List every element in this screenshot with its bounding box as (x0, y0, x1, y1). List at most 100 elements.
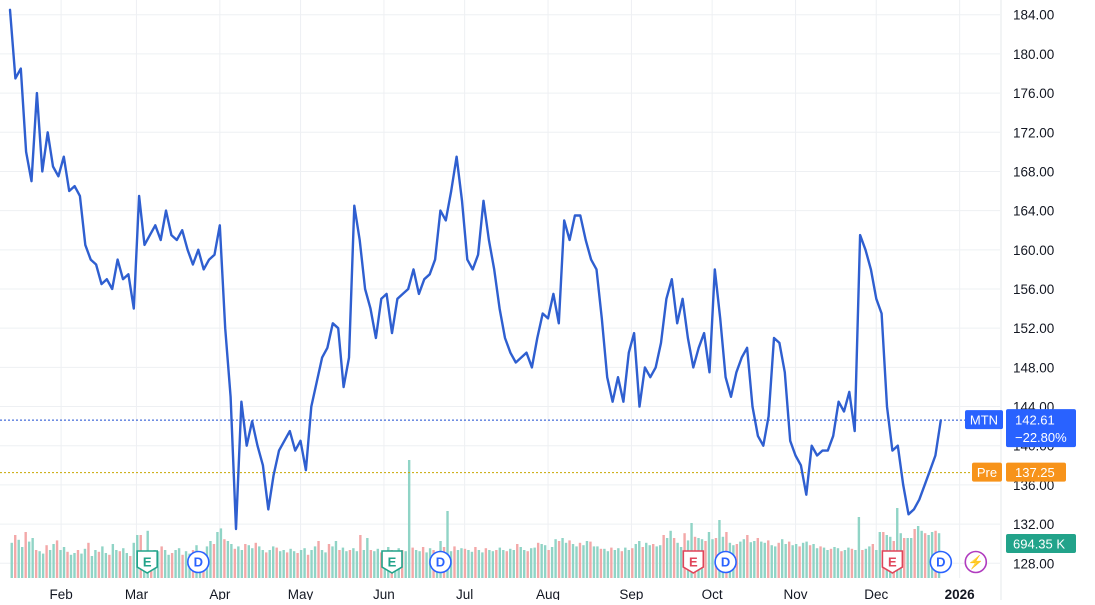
volume-bar (679, 547, 683, 578)
x-tick-label: Jun (373, 587, 395, 600)
event-marker-dividend[interactable]: D (714, 550, 737, 574)
volume-bar (641, 547, 644, 578)
volume-bar (812, 544, 815, 578)
volume-bar (101, 546, 104, 578)
volume-bar (470, 551, 474, 578)
volume-bar (749, 542, 753, 578)
volume-bar (111, 544, 115, 578)
volume-bar (251, 548, 254, 578)
volume-bar (599, 548, 603, 578)
volume-bar (90, 556, 94, 578)
volume-bar (903, 538, 906, 578)
x-tick-label: Apr (209, 587, 231, 600)
volume-bar (170, 553, 174, 578)
volume-bar (181, 554, 184, 578)
volume-bar (927, 535, 930, 578)
volume-bar (38, 551, 41, 578)
volume-bar (596, 546, 599, 578)
volume-bar (129, 556, 132, 578)
volume-bar (359, 535, 362, 578)
volume-bar (254, 542, 257, 578)
volume-bar (407, 460, 411, 578)
volume-bar (603, 548, 606, 578)
volume-bar (638, 541, 641, 578)
y-tick-label: 168.00 (1013, 164, 1054, 179)
volume-bar (104, 553, 108, 578)
volume-bar (366, 538, 369, 578)
volume-bar (62, 547, 66, 578)
volume-bar (711, 539, 714, 578)
dividend-badge-shape (714, 550, 737, 574)
volume-bar (414, 550, 418, 578)
volume-bar (826, 550, 829, 578)
premarket-price-box (1006, 462, 1066, 482)
volume-bar (648, 545, 651, 578)
volume-bar (411, 547, 414, 578)
volume-bar (878, 532, 882, 578)
volume-bar (212, 544, 216, 578)
volume-bar (512, 550, 515, 578)
volume-bar (467, 550, 470, 578)
volume-bar (369, 550, 373, 578)
event-marker-dividend[interactable]: D (187, 550, 210, 574)
volume-bar (376, 548, 379, 578)
event-marker-label: E (888, 555, 897, 570)
volume-bar (505, 551, 508, 578)
event-marker-earnings[interactable]: E (136, 550, 159, 574)
volume-bar (564, 542, 568, 578)
volume-bar (843, 550, 847, 578)
volume-bar (174, 550, 177, 578)
x-tick-label: Oct (702, 587, 723, 600)
volume-bar (278, 551, 282, 578)
volume-bar (421, 547, 425, 578)
volume-bar (760, 541, 763, 578)
volume-bar (794, 544, 798, 578)
event-marker-label: D (936, 555, 945, 570)
volume-bar (658, 545, 662, 578)
earnings-badge-shape (381, 550, 403, 574)
event-marker-label: E (388, 555, 397, 570)
y-tick-label: 148.00 (1013, 360, 1054, 375)
volume-value-box (1006, 534, 1076, 553)
volume-bar (27, 541, 31, 578)
y-tick-label: 180.00 (1013, 47, 1054, 62)
volume-bar (920, 530, 923, 578)
event-marker-dividend[interactable]: D (929, 550, 953, 574)
volume-bar (533, 547, 536, 578)
volume-bar (446, 511, 449, 578)
volume-bar (669, 530, 672, 578)
volume-bar (495, 550, 498, 578)
volume-bar (265, 552, 268, 578)
volume-bar (317, 541, 320, 578)
volume-bar (334, 541, 338, 578)
volume-bar (676, 542, 679, 578)
volume-bar (233, 548, 237, 578)
event-marker-dividend[interactable]: D (429, 550, 452, 574)
event-marker-label: D (436, 555, 445, 570)
volume-bar (652, 544, 655, 578)
volume-bar (906, 538, 909, 578)
event-marker-earnings[interactable]: E (381, 550, 403, 574)
volume-bar (83, 548, 87, 578)
volume-bar (857, 517, 861, 578)
volume-bar (425, 552, 428, 578)
volume-bar (819, 546, 822, 578)
volume-bar (896, 508, 899, 578)
symbol-tag (965, 410, 1003, 430)
volume-bar (73, 553, 76, 578)
event-marker-earnings[interactable]: E (682, 550, 705, 574)
event-marker-split[interactable]: ⚡ (964, 550, 988, 574)
volume-bar (575, 546, 578, 578)
volume-bar (610, 547, 613, 578)
volume-bar (355, 551, 359, 578)
event-marker-earnings[interactable]: E (881, 550, 904, 574)
volume-bar (69, 554, 73, 578)
volume-bar (620, 551, 624, 578)
volume-bar (481, 552, 484, 578)
volume-bar (589, 541, 592, 578)
volume-bar (282, 550, 285, 578)
volume-bar (592, 546, 596, 578)
volume-bar (739, 541, 742, 578)
